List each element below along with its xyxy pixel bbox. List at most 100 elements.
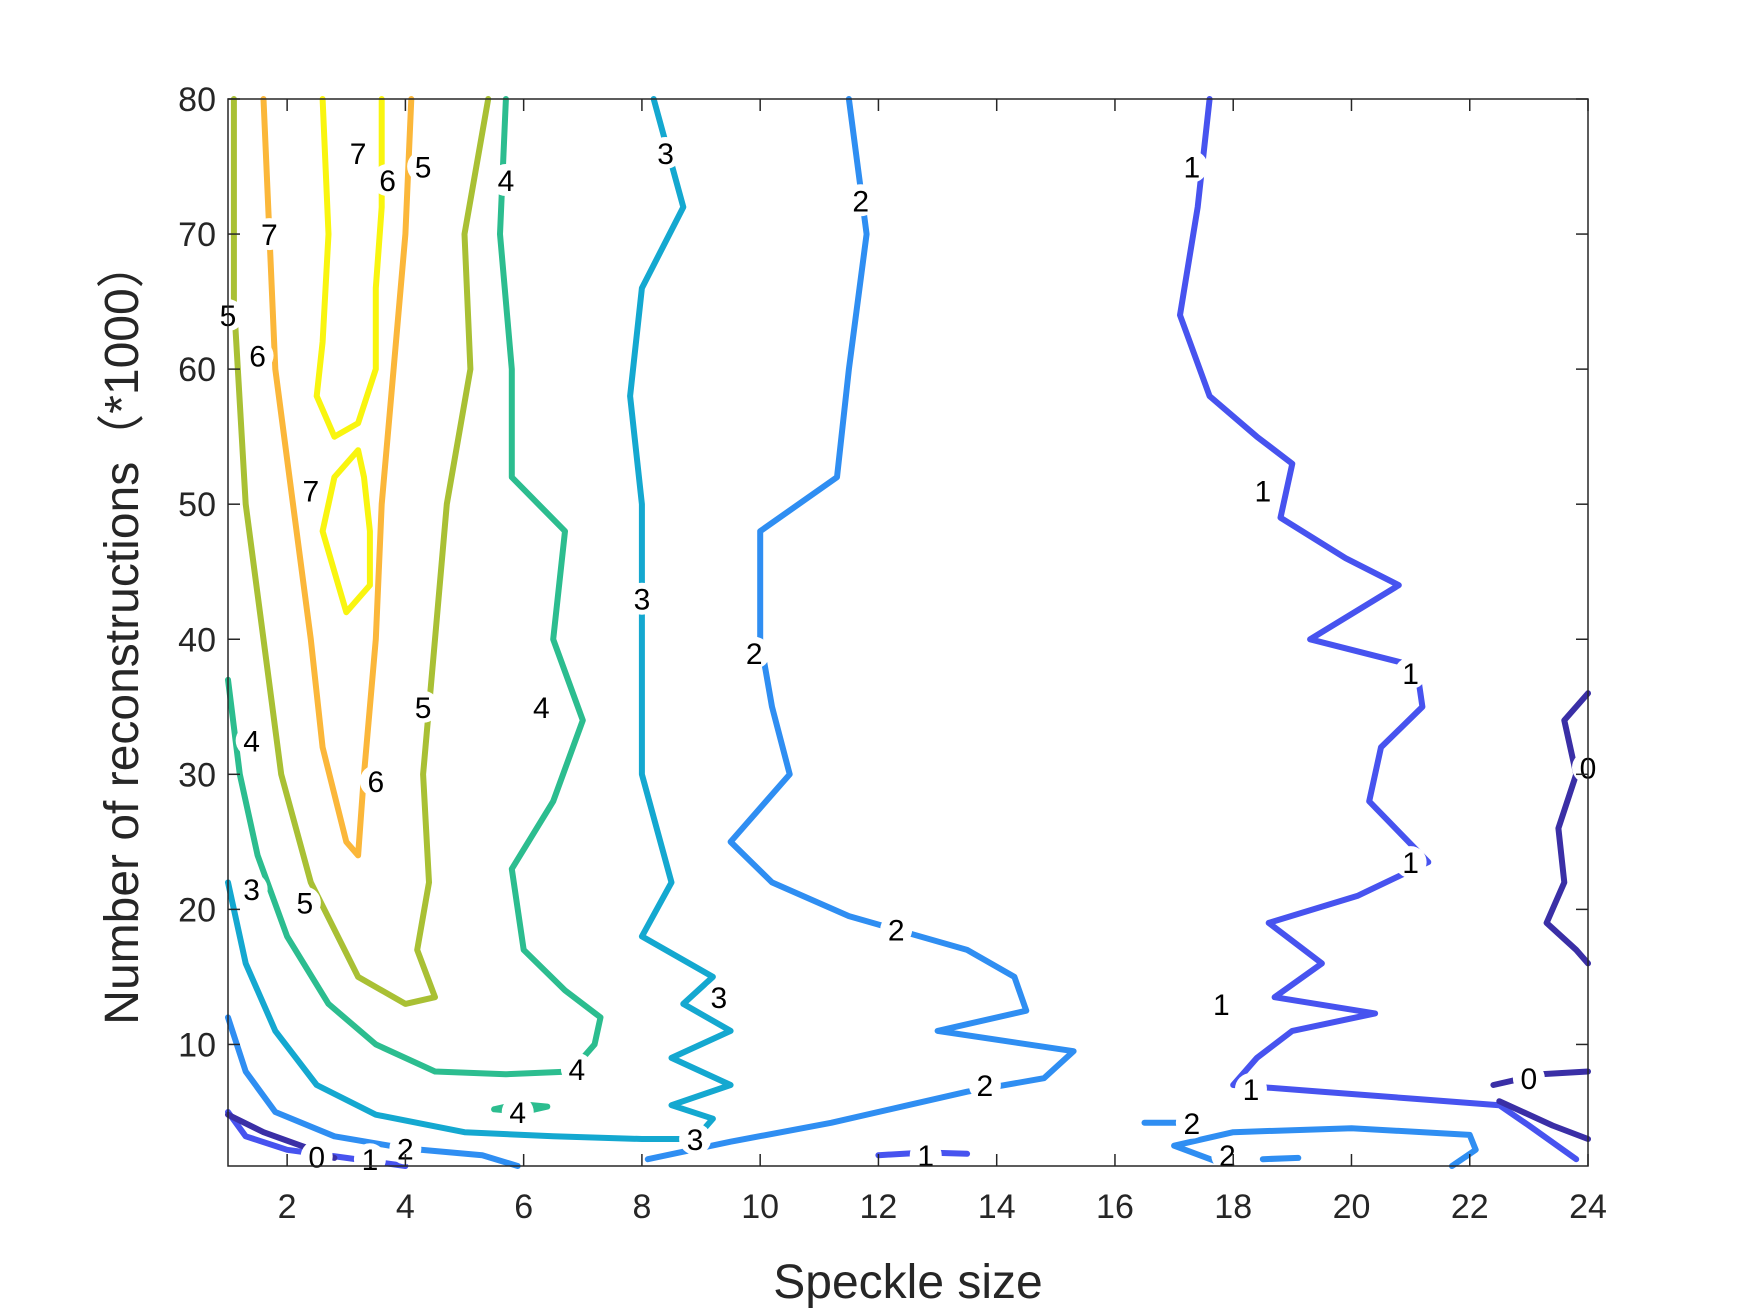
y-axis: 10 20 30 40 50 60 70 80 [178, 81, 1588, 1064]
contour-label-gap-9 [288, 886, 321, 919]
contour-label-gap-28 [1246, 474, 1279, 507]
y-tick-label-1: 20 [178, 891, 216, 929]
contour-label-gap-33 [353, 1143, 386, 1176]
contour-label-gap-26 [1211, 1139, 1244, 1172]
contour-label-gap-12 [525, 690, 558, 723]
contour-label-22: 2 [888, 915, 905, 948]
y-tick-label-4: 50 [178, 486, 216, 524]
contour-label-5: 6 [367, 766, 384, 799]
contour-label-4: 6 [249, 341, 266, 374]
contour-line-level-0-16 [1543, 690, 1591, 967]
contour-line-level-2-10 [1171, 1125, 1479, 1169]
contour-label-0: 7 [350, 138, 367, 171]
contour-label-34: 1 [917, 1140, 934, 1173]
contour-label-gap-23 [968, 1068, 1001, 1101]
contour-label-23: 2 [977, 1070, 994, 1103]
contour-label-gap-4 [241, 339, 274, 372]
x-tick-label-4: 10 [741, 1188, 779, 1226]
contour-label-20: 2 [852, 185, 869, 218]
contour-label-16: 3 [634, 584, 651, 617]
contour-line-level-4-4 [225, 96, 604, 1078]
contour-label-gap-13 [560, 1052, 593, 1085]
contour-label-gap-36 [1512, 1062, 1545, 1095]
contour-label-33: 1 [362, 1144, 379, 1177]
contour-label-gap-8 [407, 690, 440, 723]
x-axis-label: Speckle size [773, 1256, 1042, 1309]
contour-label-11: 4 [243, 726, 260, 759]
contour-label-gap-18 [702, 981, 735, 1014]
contour-label-24: 2 [397, 1133, 414, 1166]
contour-label-8: 5 [415, 692, 432, 725]
contour-label-3: 6 [379, 165, 396, 198]
contour-label-gap-16 [625, 582, 658, 615]
y-tick-label-5: 60 [178, 351, 216, 389]
contour-line-level-2-11 [1259, 1154, 1302, 1163]
contour-line-level-2-7 [225, 1014, 521, 1169]
contour-label-gap-31 [1205, 987, 1238, 1020]
contour-label-26: 2 [1219, 1140, 1236, 1173]
contour-line-level-3-6 [225, 96, 734, 1142]
contour-label-31: 1 [1213, 989, 1230, 1022]
contour-label-13: 4 [569, 1054, 586, 1087]
contour-label-14: 4 [509, 1097, 526, 1130]
contour-label-gap-24 [389, 1132, 422, 1165]
contour-label-gap-37 [300, 1140, 333, 1173]
x-tick-label-10: 22 [1451, 1188, 1489, 1226]
contour-label-gap-6 [407, 150, 440, 183]
contour-label-18: 3 [710, 982, 727, 1015]
contour-lines [225, 96, 1591, 1169]
y-tick-label-3: 40 [178, 621, 216, 659]
contour-label-12: 4 [533, 692, 550, 725]
contour-label-gap-30 [1394, 846, 1427, 879]
contour-label-2: 7 [302, 476, 319, 509]
y-tick-label-7: 80 [178, 81, 216, 119]
contour-label-17: 3 [243, 874, 260, 907]
x-axis: 2 4 6 8 10 12 14 16 18 20 22 24 [278, 99, 1607, 1226]
contour-label-30: 1 [1402, 847, 1419, 880]
contour-label-gap-20 [844, 184, 877, 217]
contour-label-gap-17 [235, 873, 268, 906]
contour-line-level-7-1 [319, 447, 373, 616]
x-tick-label-11: 24 [1569, 1188, 1607, 1226]
contour-label-gap-21 [738, 636, 771, 669]
contour-label-10: 4 [498, 165, 515, 198]
contour-label-gap-3 [371, 164, 404, 197]
contour-line-level-5-3 [230, 96, 492, 1007]
y-tick-label-2: 30 [178, 756, 216, 794]
contour-line-level-7-0 [313, 96, 385, 440]
contour-label-21: 2 [746, 638, 763, 671]
contour-line-level-1-14 [1177, 96, 1580, 1163]
contour-label-gap-32 [1234, 1073, 1267, 1106]
x-tick-label-6: 14 [978, 1188, 1016, 1226]
x-tick-label-3: 8 [632, 1188, 651, 1226]
contour-label-gap-22 [880, 913, 913, 946]
contour-label-29: 1 [1402, 658, 1419, 691]
contour-label-gap-10 [489, 164, 522, 197]
contour-label-gap-29 [1394, 657, 1427, 690]
contour-label-19: 3 [687, 1124, 704, 1157]
contour-label-27: 1 [1183, 152, 1200, 185]
contour-label-37: 0 [308, 1142, 325, 1175]
contour-label-gap-0 [342, 137, 375, 170]
x-tick-label-2: 6 [514, 1188, 533, 1226]
contour-label-9: 5 [297, 888, 314, 921]
contour-line-level-6-2 [260, 96, 415, 859]
contour-label-gap-14 [501, 1095, 534, 1128]
x-tick-label-0: 2 [278, 1188, 297, 1226]
contour-label-gap-11 [235, 724, 268, 757]
contour-label-gap-27 [1175, 150, 1208, 183]
contour-label-6: 5 [415, 152, 432, 185]
plot-area-frame [227, 98, 1589, 1167]
contour-label-15: 3 [657, 138, 674, 171]
contour-label-28: 1 [1254, 476, 1271, 509]
y-axis-label: Number of reconstructions（*1000） [96, 240, 149, 1024]
y-tick-label-0: 10 [178, 1026, 216, 1064]
x-tick-label-5: 12 [860, 1188, 898, 1226]
contour-label-gap-19 [679, 1122, 712, 1155]
x-tick-label-7: 16 [1096, 1188, 1134, 1226]
contour-label-gap-25 [1175, 1106, 1208, 1139]
contour-label-gap-2 [294, 474, 327, 507]
contour-label-1: 7 [261, 219, 278, 252]
